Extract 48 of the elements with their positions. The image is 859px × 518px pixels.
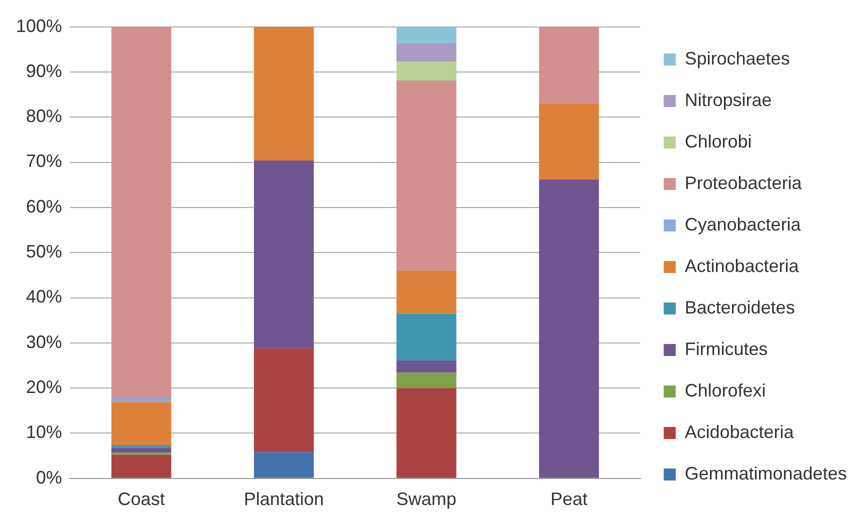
y-tick-label: 30% — [26, 332, 62, 352]
bar — [254, 26, 314, 160]
bar — [254, 452, 314, 478]
bar — [111, 398, 172, 402]
y-tick-label: 10% — [26, 422, 62, 442]
legend-label: Nitropsirae — [684, 90, 772, 110]
bar — [539, 26, 599, 104]
legend-label: Spirochaetes — [684, 48, 790, 68]
bar — [111, 454, 172, 478]
bar — [111, 448, 172, 453]
bar — [396, 360, 456, 373]
legend-label: Firmicutes — [684, 338, 768, 359]
legend-label: Proteobacteria — [684, 172, 803, 193]
bar — [396, 372, 456, 388]
bar — [111, 402, 172, 445]
bar — [396, 388, 456, 478]
bar — [396, 26, 456, 44]
y-tick-label: 60% — [26, 196, 62, 216]
x-tick-label: Coast — [118, 489, 165, 510]
bar — [396, 314, 456, 361]
bar — [539, 104, 599, 180]
bar — [396, 62, 456, 81]
legend-label: Chlorofexi — [684, 380, 766, 400]
x-tick-label: Plantation — [244, 489, 324, 510]
legend-label: Cyanobacteria — [684, 214, 802, 234]
legend-label: Bacteroidetes — [684, 297, 795, 318]
y-tick-label: 0% — [36, 467, 62, 488]
y-tick-label: 80% — [26, 106, 62, 126]
bar — [111, 26, 172, 398]
legend-label: Actinobacteria — [684, 256, 800, 276]
legend-label: Chlorobi — [684, 131, 752, 152]
y-tick-label: 40% — [26, 286, 62, 307]
bar — [396, 44, 456, 62]
bar — [254, 160, 314, 348]
bar — [396, 80, 456, 271]
bar — [111, 444, 172, 448]
x-tick-label: Swamp — [396, 489, 456, 510]
y-tick-label: 70% — [26, 151, 62, 172]
legend-label: Acidobacteria — [684, 422, 795, 442]
x-tick-label: Peat — [550, 489, 588, 510]
bar — [539, 179, 599, 478]
y-tick-label: 50% — [26, 242, 62, 262]
y-tick-label: 100% — [16, 16, 62, 36]
y-tick-label: 20% — [26, 377, 62, 398]
y-tick-label: 90% — [26, 60, 62, 81]
legend-label: Gemmatimonadetes — [684, 463, 847, 484]
bar — [396, 270, 456, 314]
bar — [254, 348, 314, 452]
